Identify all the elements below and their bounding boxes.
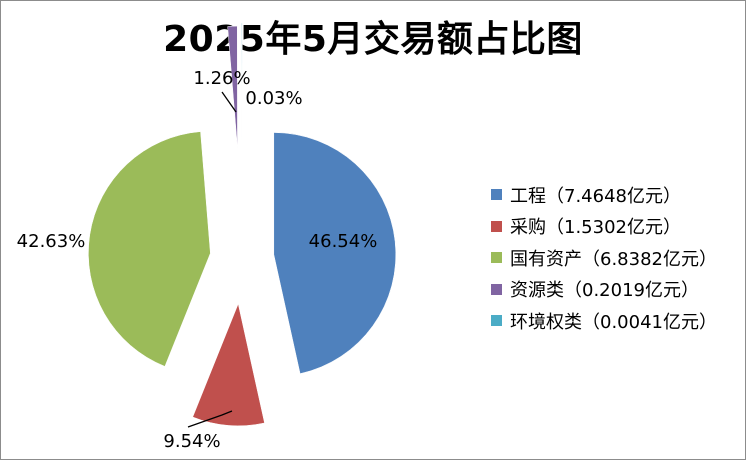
legend-item-5: 环境权类（0.0041亿元）	[491, 305, 717, 337]
pie-slice-1	[273, 132, 397, 374]
pie-slice-3	[88, 131, 211, 367]
legend-label-3: 国有资产（6.8382亿元）	[510, 248, 717, 270]
legend-swatch-5	[491, 315, 502, 327]
pie-slice-4	[227, 25, 238, 149]
data-label-4: 1.26%	[193, 68, 250, 89]
data-label-1: 46.54%	[309, 231, 378, 252]
legend-item-4: 资源类（0.2019亿元）	[491, 274, 717, 306]
legend-swatch-1	[491, 189, 502, 201]
legend-item-1: 工程（7.4648亿元）	[491, 179, 717, 211]
leader-line-2	[187, 410, 233, 428]
legend-swatch-3	[491, 252, 502, 264]
legend-swatch-2	[491, 220, 502, 232]
legend-item-2: 采购（1.5302亿元）	[491, 211, 717, 243]
leader-line-4	[221, 91, 237, 113]
pie-slice-2	[192, 303, 265, 427]
chart-legend: 工程（7.4648亿元） 采购（1.5302亿元） 国有资产（6.8382亿元） 资源…	[491, 179, 717, 337]
data-label-2: 9.54%	[163, 431, 220, 452]
legend-swatch-4	[491, 283, 502, 295]
legend-label-2: 采购（1.5302亿元）	[510, 217, 681, 239]
data-label-3: 42.63%	[17, 231, 86, 252]
data-label-5: 0.03%	[245, 88, 302, 109]
pie-slice-5	[241, 22, 243, 146]
legend-label-4: 资源类（0.2019亿元）	[510, 280, 699, 302]
legend-label-1: 工程（7.4648亿元）	[510, 185, 681, 207]
legend-label-5: 环境权类（0.0041亿元）	[510, 311, 717, 333]
legend-item-3: 国有资产（6.8382亿元）	[491, 242, 717, 274]
